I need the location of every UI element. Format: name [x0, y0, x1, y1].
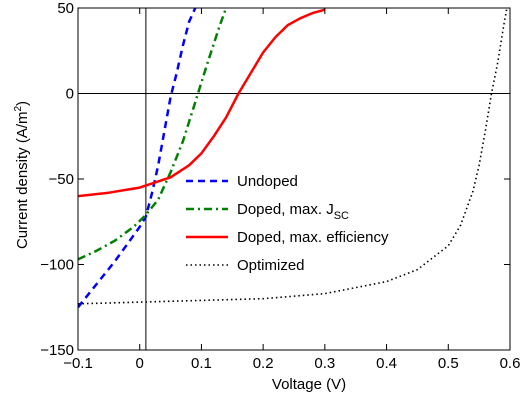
series-layer [78, 8, 508, 309]
legend-label-1: Doped, max. JSC [237, 201, 349, 222]
x-tick-label: 0.2 [253, 355, 274, 372]
x-tick-label: 0.1 [191, 355, 212, 372]
y-axis-label-sup: 2 [13, 106, 24, 112]
x-tick-label: 0.3 [314, 355, 335, 372]
legend-label-3: Optimized [237, 257, 305, 274]
y-tick-label: 0 [66, 86, 74, 103]
y-tick-label: 50 [57, 0, 74, 17]
legend-label-2: Doped, max. efficiency [237, 229, 389, 246]
series-line-1 [78, 8, 228, 261]
y-axis-label: Current density (A/m2) [13, 101, 31, 249]
x-tick-label: 0.6 [500, 355, 521, 372]
series-line-0 [78, 8, 197, 309]
legend-label-0: Undoped [237, 173, 298, 190]
x-tick-label: −0.1 [63, 355, 93, 372]
reference-lines [78, 8, 510, 350]
y-tick-label: −150 [40, 342, 74, 359]
x-tick-label: 0.5 [438, 355, 459, 372]
x-tick-label: 0.4 [376, 355, 397, 372]
y-tick-label: −50 [49, 171, 74, 188]
series-line-3 [78, 8, 508, 305]
series-line-2 [78, 8, 326, 198]
x-axis-label: Voltage (V) [272, 376, 346, 393]
x-tick-label: 0 [136, 355, 144, 372]
axis-ticks: −0.1 0 0.1 0.2 0.3 0.4 0.5 0.6 −150 −100 −50 0 50 [40, 0, 520, 372]
legend: Undoped Doped, max. JSC Doped, max. effici… [186, 173, 389, 274]
y-axis-label-close: ) [14, 101, 31, 106]
y-tick-label: −100 [40, 257, 74, 274]
y-axis-label-main: Current density (A/m [14, 112, 31, 250]
